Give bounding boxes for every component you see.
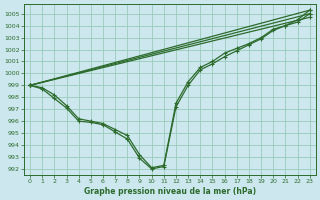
X-axis label: Graphe pression niveau de la mer (hPa): Graphe pression niveau de la mer (hPa) [84, 187, 256, 196]
